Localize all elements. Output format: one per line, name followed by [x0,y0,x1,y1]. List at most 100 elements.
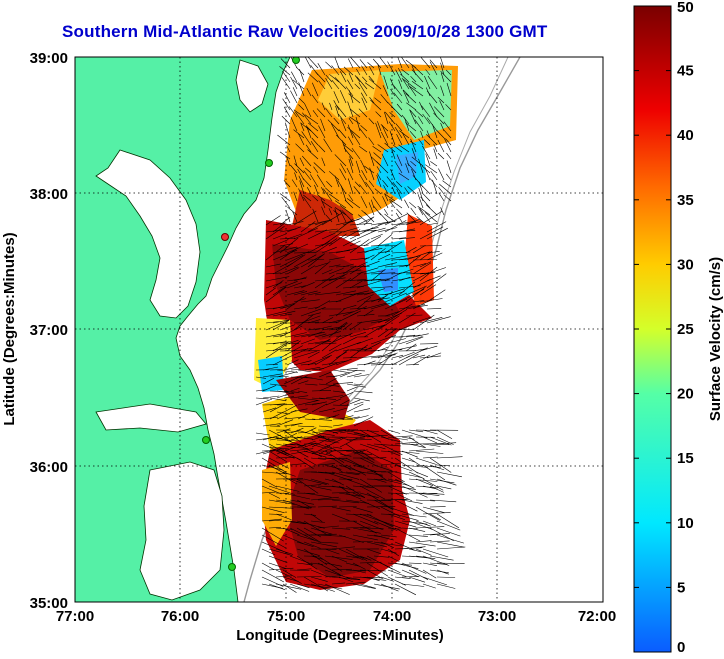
velocity-arrow [331,80,340,90]
velocity-arrow [377,253,391,261]
velocity-arrow [335,247,357,254]
velocity-arrow [412,298,433,310]
velocity-arrow [401,569,419,578]
velocity-arrow [297,412,312,420]
velocity-arrow [356,229,377,240]
velocity-arrow [408,562,422,564]
velocity-arrow [347,124,354,139]
velocity-vectors [255,57,466,596]
velocity-arrow [418,181,424,195]
velocity-arrow [400,73,410,83]
velocity-arrow [391,149,396,160]
velocity-arrow [300,122,312,132]
velocity-arrow [314,238,338,254]
velocity-arrow [304,114,319,125]
velocity-arrow [411,81,424,90]
velocity-arrow [377,262,398,268]
velocity-arrow [415,548,432,556]
velocity-arrow [268,513,283,515]
velocity-arrow [279,281,298,289]
velocity-arrow [393,85,403,97]
velocity-arrow [321,201,333,209]
velocity-arrow [293,285,307,289]
velocity-arrow [375,122,382,139]
velocity-arrow [279,217,291,226]
velocity-arrow [307,72,319,83]
velocity-arrow [321,102,326,111]
velocity-arrow [335,134,347,146]
velocity-arrow [420,196,431,209]
velocity-arrow [352,506,373,513]
velocity-arrow [443,121,452,132]
velocity-arrow [290,427,304,434]
velocity-arrow [286,251,310,261]
velocity-arrow [286,233,303,240]
velocity-arrow [289,555,313,565]
velocity-arrow [403,89,410,97]
velocity-arrow [391,355,411,366]
velocity-arrow [391,329,414,331]
velocity-arrow [379,57,389,69]
velocity-arrow [359,583,376,589]
velocity-arrow [310,450,332,457]
radar-station-marker-alert [221,233,229,241]
velocity-arrow [268,485,295,495]
velocity-arrow [394,478,415,489]
velocity-arrow [317,457,335,460]
velocity-arrow [328,349,349,366]
velocity-arrow [394,492,413,502]
velocity-arrow [370,295,387,303]
velocity-arrow [353,390,373,394]
velocity-arrow [438,192,445,202]
velocity-arrow [391,259,407,261]
velocity-arrow [348,90,354,104]
velocity-arrow [422,562,437,566]
velocity-arrow [315,71,326,83]
velocity-arrow [401,499,423,504]
velocity-arrow [369,66,375,76]
velocity-arrow [384,288,405,296]
velocity-arrow [340,117,347,132]
velocity-arrow [353,415,369,420]
velocity-arrow [316,108,326,118]
velocity-arrow [380,462,402,466]
velocity-arrow [318,362,338,371]
velocity-arrow [415,555,436,559]
velocity-arrow [338,471,360,476]
velocity-arrow [293,306,308,310]
velocity-arrow [425,133,438,146]
velocity-arrow [313,162,326,174]
velocity-arrow [405,246,417,254]
velocity-arrow [381,153,389,167]
velocity-arrow [345,443,359,453]
colorbar-tick-label: 15 [677,450,694,467]
velocity-arrow [401,457,416,463]
velocity-arrow [377,329,389,338]
velocity-arrow [421,105,431,118]
velocity-arrow [317,541,339,544]
velocity-arrow [282,478,304,481]
velocity-arrow [339,369,358,378]
velocity-arrow [388,121,396,132]
velocity-arrow [422,464,446,481]
velocity-arrow [339,168,347,181]
velocity-arrow [349,156,354,167]
velocity-arrow [398,351,415,359]
velocity-arrow [356,261,368,268]
velocity-arrow [373,555,390,558]
velocity-arrow [282,534,305,545]
velocity-arrow [411,147,417,160]
velocity-arrow [289,463,307,466]
velocity-arrow [389,130,396,146]
velocity-arrow [333,91,340,104]
velocity-arrow [445,104,452,111]
velocity-arrow [275,513,292,521]
velocity-arrow [440,122,445,132]
velocity-arrow [301,155,312,167]
velocity-arrow [445,138,452,146]
velocity-arrow [298,97,305,104]
velocity-arrow [327,119,340,132]
velocity-arrow [394,450,420,454]
velocity-arrow [269,383,286,387]
velocity-arrow [300,254,324,268]
